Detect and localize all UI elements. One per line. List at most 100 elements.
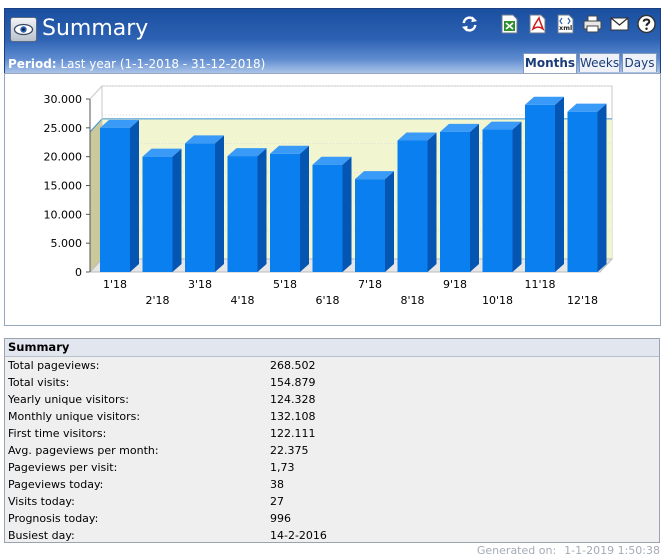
bar-top [355, 171, 394, 180]
bar [440, 131, 470, 272]
chart-panel: 0 5.000 10.000 15.000 20.000 25.000 30.000 1'18… [4, 73, 661, 326]
summary-row-value: 14-2-2016 [270, 529, 327, 542]
y-tick-label: 30.000 [44, 93, 83, 106]
x-tick-label: 12'18 [567, 294, 598, 307]
bar-side [257, 148, 267, 272]
y-tick-label: 10.000 [44, 208, 83, 221]
bar-top [440, 123, 479, 132]
summary-row-value: 154.879 [270, 376, 316, 389]
email-icon[interactable] [610, 13, 629, 34]
bar-side [342, 156, 352, 272]
bar-side [427, 132, 437, 272]
summary-row-value: 996 [270, 512, 291, 525]
summary-row: Total pageviews: 268.502 [5, 357, 659, 374]
bar [567, 111, 598, 272]
x-tick-label: 6'18 [315, 294, 339, 307]
pdf-export-icon[interactable] [528, 13, 547, 34]
bar [227, 156, 258, 272]
summary-row: Pageviews today: 38 [5, 476, 659, 493]
bar-top [525, 96, 564, 105]
summary-row-label: Visits today: [8, 495, 75, 508]
bar-top [312, 156, 352, 165]
bar-top [567, 103, 607, 112]
monthly-chart: 0 5.000 10.000 15.000 20.000 25.000 30.000 1'18… [44, 84, 614, 307]
summary-row: Yearly unique visitors: 124.328 [5, 391, 659, 408]
summary-row: Prognosis today: 996 [5, 510, 659, 527]
bar-side [215, 135, 224, 272]
average-line-side [89, 118, 103, 133]
page-title: Summary [42, 16, 149, 41]
tab-weeks[interactable]: Weeks [579, 53, 620, 72]
bar [270, 153, 300, 272]
summary-row: Pageviews per visit: 1,73 [5, 459, 659, 476]
y-tick-label: 20.000 [44, 151, 83, 164]
summary-heading: Summary [5, 339, 659, 357]
bar [142, 156, 173, 272]
report-header: Summary xml [4, 8, 661, 77]
summary-row: Visits today: 27 [5, 493, 659, 510]
summary-row-label: Avg. pageviews per month: [8, 444, 159, 457]
x-tick-label: 4'18 [230, 294, 254, 307]
bar-top [482, 121, 522, 130]
bar-side [172, 148, 182, 272]
generated-timestamp: Generated on: 1-1-2019 1:50:38 [477, 544, 660, 557]
tab-months[interactable]: Months [523, 53, 577, 73]
y-tick-label: 25.000 [44, 122, 83, 135]
bar-side [130, 119, 139, 272]
summary-rows: Total pageviews: 268.502 Total visits: 154.… [5, 357, 659, 544]
bar-top [270, 145, 309, 154]
bar-top [142, 148, 182, 157]
bar [100, 127, 130, 272]
bar [185, 143, 215, 272]
summary-row-value: 27 [270, 495, 284, 508]
eye-report-icon [10, 17, 37, 42]
bar-top [227, 148, 267, 157]
xml-export-icon[interactable]: xml [556, 13, 575, 34]
refresh-icon[interactable] [460, 13, 479, 34]
x-tick-label: 10'18 [482, 294, 513, 307]
generated-value: 1-1-2019 1:50:38 [564, 544, 660, 557]
x-tick-label: 5'18 [273, 278, 297, 291]
summary-row-label: Prognosis today: [8, 512, 99, 525]
average-band-side [90, 118, 102, 272]
tab-days[interactable]: Days [622, 53, 657, 72]
summary-row-label: First time visitors: [8, 427, 107, 440]
x-tick-label: 11'18 [524, 278, 555, 291]
bar-side [300, 145, 309, 272]
x-tick-label: 7'18 [358, 278, 382, 291]
bar-top [100, 119, 139, 128]
summary-row-value: 268.502 [270, 359, 316, 372]
period-indicator: Period: Last year (1-1-2018 - 31-12-2018… [8, 55, 265, 73]
summary-row-value: 38 [270, 478, 284, 491]
y-tick-label: 5.000 [51, 237, 83, 250]
summary-row-value: 124.328 [270, 393, 316, 406]
summary-row-label: Total pageviews: [8, 359, 100, 372]
x-tick-label: 3'18 [188, 278, 212, 291]
xml-label: xml [559, 24, 572, 32]
bar-side [597, 103, 607, 272]
period-label: Period: [8, 57, 57, 71]
summary-row-label: Yearly unique visitors: [8, 393, 129, 406]
help-icon[interactable] [637, 13, 656, 34]
summary-row: Monthly unique visitors: 132.108 [5, 408, 659, 425]
period-value: Last year (1-1-2018 - 31-12-2018) [60, 57, 266, 71]
summary-row: Total visits: 154.879 [5, 374, 659, 391]
bar [397, 140, 428, 272]
bar-top [397, 132, 437, 141]
summary-row-value: 1,73 [270, 461, 295, 474]
print-icon[interactable] [583, 13, 602, 34]
bar [525, 104, 555, 272]
summary-row-label: Total visits: [8, 376, 70, 389]
bar [482, 129, 513, 272]
summary-row-label: Monthly unique visitors: [8, 410, 141, 423]
x-tick-label: 8'18 [400, 294, 424, 307]
bar-top [185, 135, 224, 144]
summary-row-label: Busiest day: [8, 529, 75, 542]
bar-side [555, 96, 564, 272]
summary-row-value: 22.375 [270, 444, 309, 457]
excel-export-icon[interactable] [500, 13, 519, 34]
summary-row: First time visitors: 122.111 [5, 425, 659, 442]
x-tick-label: 9'18 [443, 278, 467, 291]
bar-side [512, 121, 522, 273]
bar-side [470, 123, 479, 272]
